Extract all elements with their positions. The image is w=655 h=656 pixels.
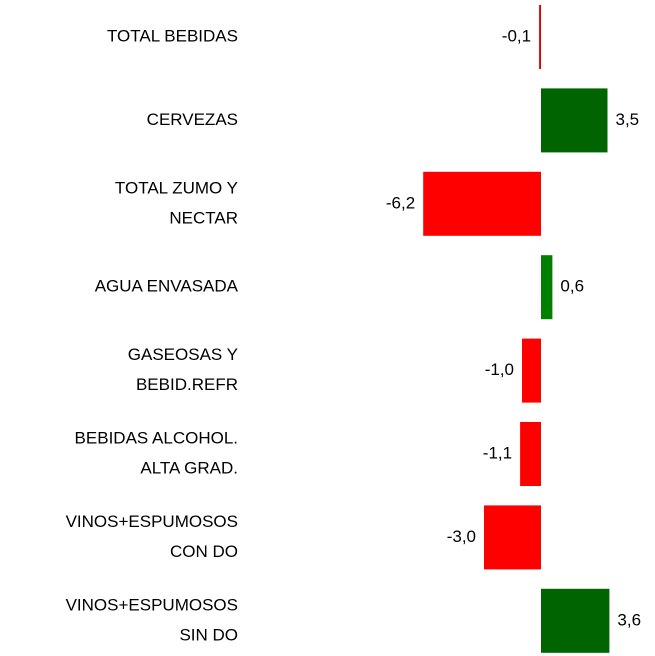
- category-label: BEBID.REFR: [136, 375, 238, 394]
- category-label: CON DO: [170, 542, 238, 561]
- value-label: -0,1: [502, 26, 531, 45]
- bar: [520, 422, 541, 486]
- value-label: -6,2: [386, 193, 415, 212]
- value-label: -1,0: [485, 360, 514, 379]
- category-label: NECTAR: [169, 208, 238, 227]
- category-label: ALTA GRAD.: [140, 458, 238, 477]
- category-label: TOTAL ZUMO Y: [115, 178, 238, 197]
- value-label: 3,5: [616, 110, 640, 129]
- category-label: CERVEZAS: [147, 110, 238, 129]
- bar: [541, 588, 610, 653]
- category-label: GASEOSAS Y: [128, 345, 238, 364]
- category-label: SIN DO: [179, 625, 238, 644]
- value-label: -3,0: [447, 527, 476, 546]
- bar: [484, 505, 541, 570]
- value-label: 3,6: [617, 610, 641, 629]
- bar: [541, 255, 553, 320]
- category-label: VINOS+ESPUMOSOS: [66, 512, 238, 531]
- value-label: -1,1: [483, 443, 512, 462]
- bar: [539, 5, 541, 69]
- bar: [423, 171, 541, 236]
- category-label: BEBIDAS ALCOHOL.: [75, 428, 238, 447]
- bar: [541, 88, 608, 153]
- category-label: TOTAL BEBIDAS: [107, 26, 238, 45]
- category-label: VINOS+ESPUMOSOS: [66, 595, 238, 614]
- bar: [522, 338, 541, 403]
- category-label: AGUA ENVASADA: [95, 277, 239, 296]
- value-label: 0,6: [560, 277, 584, 296]
